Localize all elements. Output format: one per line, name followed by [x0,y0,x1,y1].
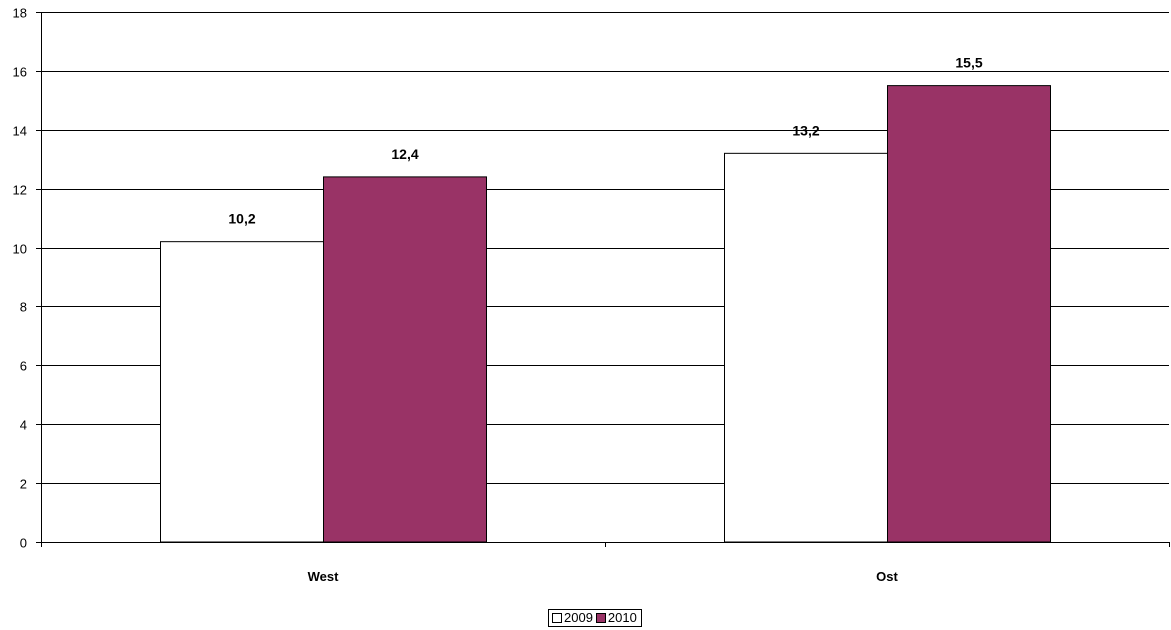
data-label-ost-2009: 13,2 [792,122,819,138]
legend-label-2009: 2009 [564,610,593,625]
data-label-west-2009: 10,2 [228,211,255,227]
y-tick-label-12: 12 [13,183,27,198]
legend-swatch-2010 [595,613,606,623]
labels: 0 2 4 6 8 10 12 14 16 18 10,2 12,4 West 13,2 15,5 Ost [13,6,983,585]
bar-ost-2010 [887,85,1051,543]
bar-ost-2009 [724,152,888,543]
bar-west-2010 [323,176,487,543]
y-tick-label-14: 14 [13,124,27,139]
y-tick-label-2: 2 [20,477,27,492]
legend-item-2009: 2009 [552,610,593,626]
legend-item-2010: 2010 [595,610,637,626]
bar-west-2009 [160,241,324,543]
x-category-label-ost: Ost [876,569,898,584]
x-category-label-west: West [308,569,339,584]
y-tick-label-6: 6 [20,359,27,374]
bars [160,85,1051,543]
legend-label-2010: 2010 [607,610,637,625]
y-tick-label-8: 8 [20,300,27,315]
data-label-west-2010: 12,4 [391,146,418,162]
y-tick-label-0: 0 [20,536,27,551]
y-tick-label-4: 4 [20,418,27,433]
legend-swatch-2009 [552,613,562,623]
y-tick-label-18: 18 [13,6,27,21]
data-label-ost-2010: 15,5 [955,55,982,71]
legend: 2009 2010 [548,609,642,627]
axes [36,12,1170,547]
y-tick-label-16: 16 [13,65,27,80]
y-tick-label-10: 10 [13,242,27,257]
